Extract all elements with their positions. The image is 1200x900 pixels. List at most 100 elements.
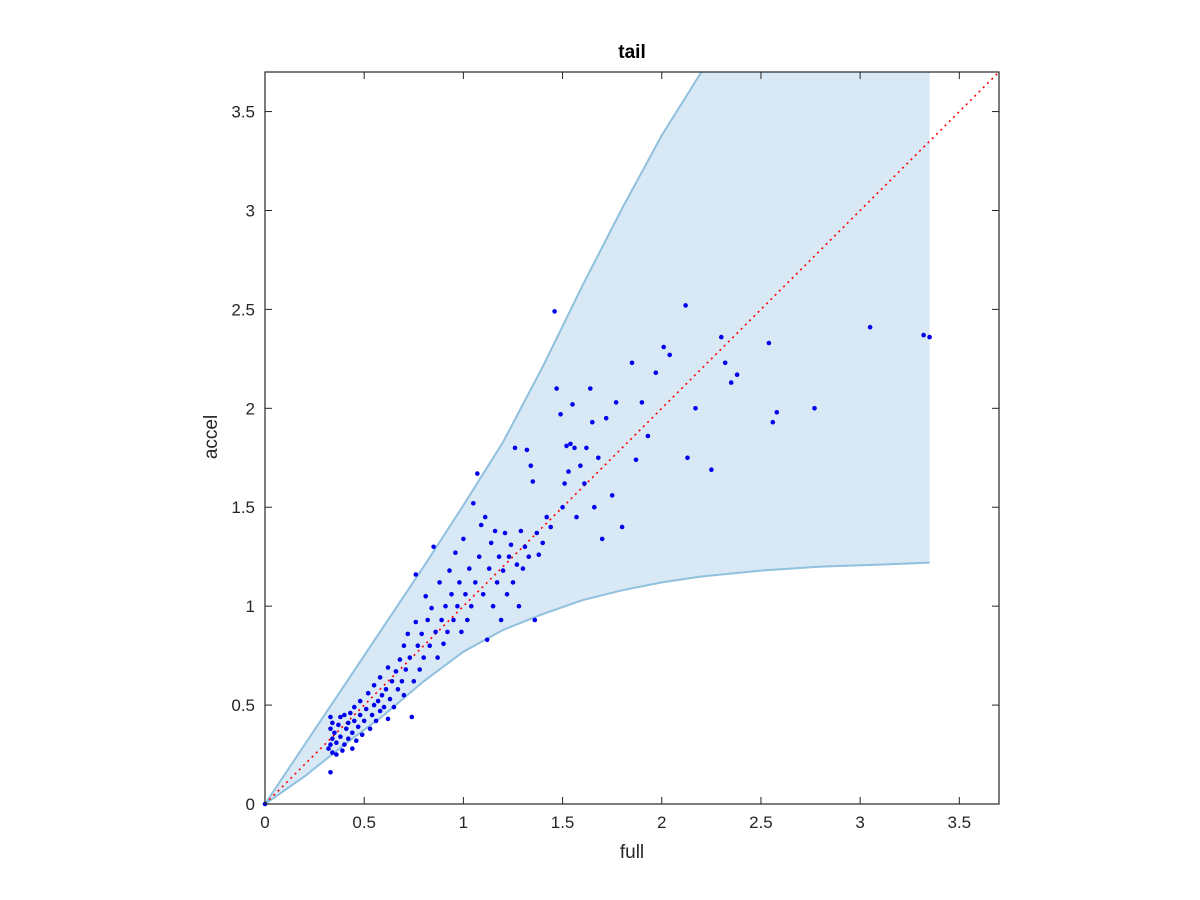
data-point: [383, 687, 389, 692]
data-point: [552, 309, 557, 314]
y-tick-label: 1.5: [231, 498, 255, 517]
band-upper-edge: [264, 71, 703, 805]
y-axis-label: accel: [201, 415, 222, 459]
data-point: [480, 592, 486, 597]
data-point: [377, 675, 383, 680]
data-point: [389, 679, 395, 684]
data-point: [421, 655, 427, 660]
x-tick-label: 3: [855, 813, 864, 832]
data-point: [338, 714, 343, 720]
data-point: [639, 400, 645, 405]
data-point: [461, 536, 466, 542]
data-point: [578, 463, 583, 469]
data-point: [524, 447, 530, 453]
data-point: [536, 552, 542, 557]
data-point: [560, 504, 565, 510]
x-tick-label: 2: [657, 813, 666, 832]
data-point: [427, 643, 433, 648]
data-point: [683, 303, 688, 308]
data-point: [423, 594, 429, 599]
data-point: [599, 536, 605, 542]
data-point: [568, 441, 573, 447]
x-tick-label: 0: [260, 813, 269, 832]
data-point: [377, 708, 383, 714]
data-point: [469, 603, 474, 609]
data-point: [371, 702, 377, 708]
data-point: [566, 469, 571, 474]
data-point: [334, 752, 339, 757]
data-point: [514, 562, 520, 567]
data-point: [328, 714, 333, 720]
data-point: [709, 467, 714, 473]
data-point: [411, 679, 417, 684]
data-point: [526, 554, 532, 559]
data-point: [728, 380, 734, 385]
data-point: [467, 566, 472, 571]
data-point: [350, 746, 355, 751]
data-point: [330, 750, 335, 755]
data-point: [613, 400, 619, 405]
data-point: [528, 463, 534, 469]
data-point: [354, 738, 359, 743]
data-point: [328, 770, 333, 775]
data-point: [338, 734, 343, 739]
data-point: [326, 746, 331, 751]
data-point: [357, 712, 363, 718]
data-point: [722, 360, 728, 366]
data-point: [363, 706, 369, 712]
x-tick-label: 2.5: [749, 813, 773, 832]
data-point: [520, 566, 526, 571]
data-point: [419, 631, 425, 637]
data-point: [465, 617, 470, 623]
data-point: [379, 692, 385, 698]
data-point: [445, 629, 450, 635]
data-point: [574, 514, 579, 520]
data-point: [336, 722, 341, 728]
data-point: [459, 629, 464, 635]
data-point: [367, 726, 373, 732]
data-point: [352, 704, 357, 710]
data-point: [457, 580, 462, 585]
data-point: [633, 457, 639, 463]
data-point: [399, 679, 405, 684]
data-point: [570, 402, 575, 407]
data-point: [582, 481, 587, 486]
data-point: [770, 419, 776, 425]
data-point: [429, 605, 434, 611]
data-point: [544, 514, 549, 520]
data-point: [518, 528, 524, 534]
data-point: [409, 714, 415, 720]
data-point: [453, 550, 458, 555]
data-point: [332, 730, 337, 736]
data-point: [494, 580, 500, 585]
data-point: [443, 603, 448, 609]
data-point: [532, 617, 538, 623]
data-point: [350, 730, 355, 736]
data-point: [603, 415, 609, 421]
data-point: [401, 692, 407, 698]
data-point: [375, 698, 381, 704]
data-point: [393, 669, 399, 674]
data-point: [486, 566, 492, 571]
data-point: [734, 372, 740, 378]
data-point: [667, 352, 672, 358]
data-point: [530, 479, 536, 484]
data-point: [405, 631, 411, 637]
data-point: [441, 641, 446, 647]
data-point: [500, 568, 506, 573]
data-point: [403, 667, 409, 672]
data-point: [508, 542, 514, 548]
data-point: [361, 718, 367, 724]
data-point: [812, 406, 817, 411]
y-tick-label: 2: [246, 399, 255, 418]
data-point: [685, 455, 690, 461]
data-point: [417, 667, 423, 672]
data-point: [693, 406, 698, 411]
data-point: [506, 554, 512, 559]
axes-box: [264, 71, 1000, 805]
data-point: [340, 748, 345, 753]
data-point: [346, 736, 351, 741]
y-tick-label: 3.5: [231, 103, 255, 122]
data-point: [619, 524, 625, 530]
